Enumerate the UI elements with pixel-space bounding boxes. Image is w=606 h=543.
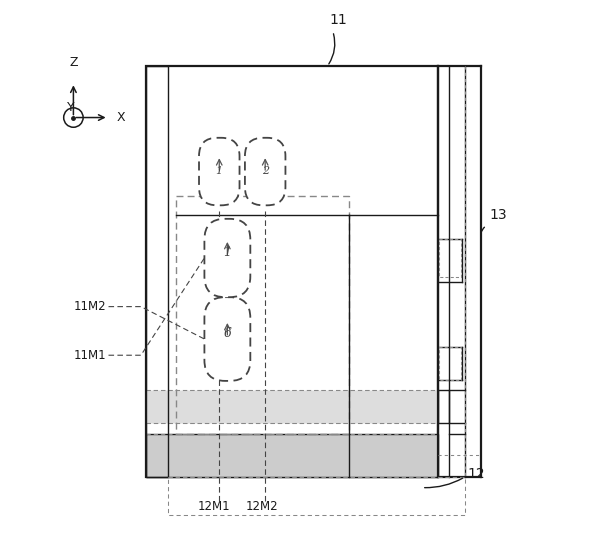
Text: 12: 12 <box>468 467 485 481</box>
Bar <box>176 196 349 433</box>
Text: 12M2: 12M2 <box>246 500 279 513</box>
Text: Z: Z <box>69 56 78 69</box>
Bar <box>439 347 461 380</box>
Text: 1: 1 <box>224 247 231 260</box>
Text: 6: 6 <box>224 327 231 340</box>
Bar <box>146 66 168 477</box>
FancyBboxPatch shape <box>204 297 250 381</box>
Text: X: X <box>116 111 125 124</box>
Text: 2: 2 <box>262 166 268 175</box>
FancyBboxPatch shape <box>245 138 285 205</box>
FancyBboxPatch shape <box>204 219 250 297</box>
Text: 1: 1 <box>216 166 223 175</box>
Text: Y: Y <box>67 102 75 115</box>
Text: 11M2: 11M2 <box>73 300 106 313</box>
Text: 11: 11 <box>329 13 347 27</box>
Bar <box>146 390 438 423</box>
Bar <box>168 477 465 515</box>
Bar <box>146 66 438 477</box>
Text: 13: 13 <box>490 208 507 222</box>
Bar <box>438 390 449 423</box>
Text: 12M1: 12M1 <box>198 500 230 513</box>
Bar <box>439 239 461 277</box>
Text: 11M1: 11M1 <box>73 349 106 362</box>
Bar <box>146 433 438 477</box>
FancyBboxPatch shape <box>199 138 239 205</box>
